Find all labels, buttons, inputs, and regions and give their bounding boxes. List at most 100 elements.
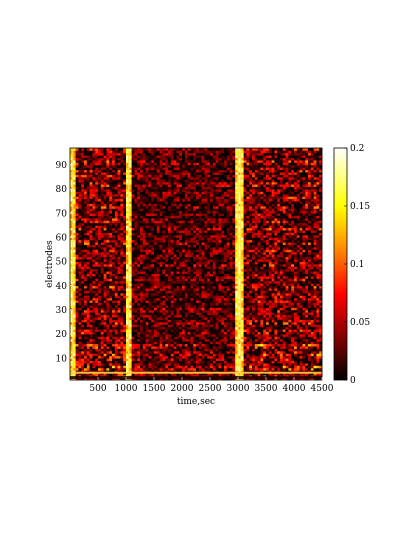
heatmap-cell: [277, 285, 281, 289]
heatmap-cell: [140, 358, 144, 361]
heatmap-cell: [294, 288, 298, 291]
heatmap-cell: [100, 305, 104, 308]
heatmap-cell: [123, 305, 127, 308]
heatmap-cell: [308, 288, 312, 291]
heatmap-cell: [75, 370, 79, 374]
heatmap-cell: [254, 334, 258, 337]
heatmap-cell: [72, 297, 76, 301]
heatmap-cell: [120, 271, 124, 274]
heatmap-cell: [103, 305, 107, 308]
heatmap-cell: [112, 276, 116, 279]
heatmap-cell: [240, 251, 244, 255]
heatmap-cell: [310, 334, 314, 337]
heatmap-cell: [72, 351, 76, 354]
heatmap-cell: [204, 305, 208, 308]
heatmap-cell: [316, 355, 320, 359]
heatmap-cell: [308, 348, 312, 352]
heatmap-cell: [78, 314, 82, 318]
heatmap-cell: [103, 334, 107, 337]
heatmap-cell: [282, 317, 286, 320]
heatmap-cell: [156, 346, 160, 349]
heatmap-cell: [131, 244, 135, 248]
heatmap-cell: [274, 273, 278, 277]
heatmap-cell: [154, 338, 158, 342]
heatmap-cell: [294, 249, 298, 253]
heatmap-cell: [70, 372, 74, 376]
heatmap-cell: [207, 348, 211, 352]
heatmap-cell: [103, 355, 107, 359]
heatmap-cell: [98, 329, 102, 332]
heatmap-cell: [89, 351, 93, 354]
heatmap-cell: [221, 293, 225, 296]
heatmap-cell: [106, 261, 110, 265]
heatmap-cell: [299, 360, 303, 364]
heatmap-cell: [165, 305, 169, 308]
heatmap-cell: [187, 341, 191, 345]
heatmap-cell: [319, 307, 323, 311]
heatmap-cell: [271, 283, 275, 287]
heatmap-cell: [224, 329, 228, 332]
heatmap-cell: [170, 285, 174, 289]
heatmap-cell: [280, 297, 284, 301]
heatmap-cell: [218, 264, 222, 267]
heatmap-cell: [134, 343, 138, 347]
heatmap-cell: [282, 249, 286, 253]
heatmap-cell: [154, 348, 158, 352]
heatmap-cell: [81, 247, 85, 250]
heatmap-cell: [274, 278, 278, 282]
heatmap-cell: [282, 266, 286, 270]
heatmap-cell: [156, 326, 160, 330]
heatmap-cell: [84, 336, 88, 340]
heatmap-cell: [95, 259, 99, 262]
heatmap-cell: [254, 346, 258, 349]
heatmap-cell: [89, 285, 93, 289]
heatmap-cell: [313, 317, 317, 320]
heatmap-cell: [313, 358, 317, 361]
heatmap-cell: [316, 343, 320, 347]
heatmap-cell: [134, 290, 138, 294]
heatmap-cell: [254, 268, 258, 272]
heatmap-cell: [140, 295, 144, 299]
heatmap-cell: [70, 334, 74, 337]
heatmap-cell: [86, 363, 90, 366]
heatmap-cell: [72, 309, 76, 313]
heatmap-cell: [170, 280, 174, 284]
heatmap-cell: [246, 273, 250, 277]
heatmap-cell: [117, 372, 121, 376]
heatmap-cell: [238, 273, 242, 277]
heatmap-cell: [142, 314, 146, 318]
heatmap-cell: [78, 268, 82, 272]
heatmap-cell: [182, 312, 186, 316]
heatmap-cell: [193, 338, 197, 342]
heatmap-cell: [313, 276, 317, 279]
heatmap-cell: [291, 302, 295, 306]
heatmap-cell: [210, 280, 214, 284]
heatmap-cell: [207, 338, 211, 342]
heatmap-cell: [260, 319, 264, 323]
heatmap-cell: [112, 295, 116, 299]
heatmap-cell: [187, 314, 191, 318]
heatmap-cell: [72, 271, 76, 274]
heatmap-cell: [246, 264, 250, 267]
heatmap-cell: [296, 256, 300, 260]
heatmap-cell: [226, 317, 230, 320]
heatmap-cell: [266, 312, 270, 316]
heatmap-cell: [215, 293, 219, 296]
heatmap-cell: [246, 307, 250, 311]
heatmap-cell: [319, 348, 323, 352]
heatmap-cell: [145, 288, 149, 291]
heatmap-cell: [201, 276, 205, 279]
heatmap-cell: [204, 326, 208, 330]
heatmap-cell: [319, 322, 323, 325]
heatmap-cell: [134, 268, 138, 272]
heatmap-cell: [140, 254, 144, 258]
heatmap-cell: [210, 302, 214, 306]
heatmap-cell: [215, 305, 219, 308]
heatmap-cell: [268, 358, 272, 361]
heatmap-cell: [252, 268, 256, 272]
heatmap-cell: [285, 355, 289, 359]
heatmap-cell: [280, 343, 284, 347]
heatmap-cell: [268, 266, 272, 270]
heatmap-cell: [106, 268, 110, 272]
heatmap-cell: [308, 254, 312, 258]
